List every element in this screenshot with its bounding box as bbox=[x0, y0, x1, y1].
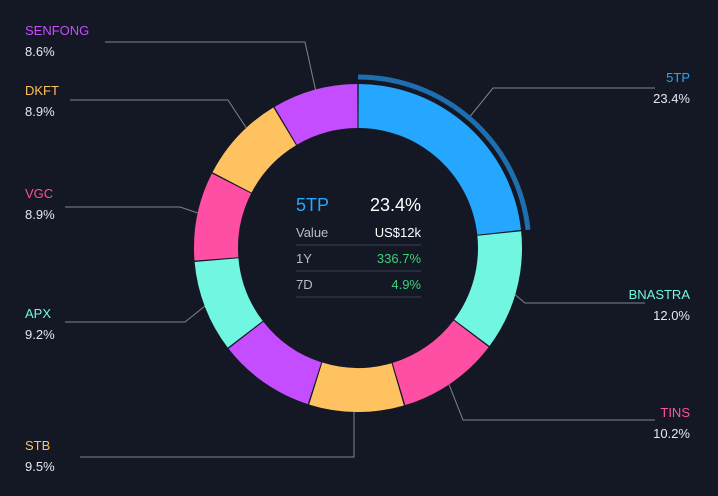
leader-line-5tp bbox=[467, 87, 655, 120]
leader-line-senfong bbox=[105, 41, 317, 93]
slice-dkft[interactable] bbox=[212, 107, 297, 193]
slice-labels: 5TP 23.4% BNASTRA 12.0% TINS 10.2% STB 9.5% APX 9… bbox=[25, 23, 690, 474]
slice-label-stb: STB bbox=[25, 438, 50, 453]
slice-value-tins: 10.2% bbox=[653, 426, 690, 441]
detail-row-label: 7D bbox=[296, 277, 313, 292]
leader-line-dkft bbox=[70, 99, 248, 130]
donut-slices bbox=[193, 74, 531, 412]
slice-senfong[interactable] bbox=[274, 84, 358, 145]
slice-stb[interactable] bbox=[309, 362, 404, 412]
slice-value-5tp: 23.4% bbox=[653, 91, 690, 106]
detail-row-label: Value bbox=[296, 225, 328, 240]
slice-label-bnastra: BNASTRA bbox=[629, 287, 691, 302]
slice-value-stb: 9.5% bbox=[25, 459, 55, 474]
slice-value-apx: 9.2% bbox=[25, 327, 55, 342]
detail-row-value: 4.9% bbox=[391, 277, 421, 292]
slice-label-senfong: SENFONG bbox=[25, 23, 89, 38]
slice-bnastra[interactable] bbox=[454, 231, 522, 346]
slice-apx[interactable] bbox=[194, 258, 263, 348]
slice-label-vgc: VGC bbox=[25, 186, 53, 201]
leader-line-apx bbox=[65, 301, 211, 323]
detail-panel: 5TP 23.4% Value US$12k 1Y 336.7% 7D 4.9% bbox=[296, 195, 422, 298]
leader-line-vgc bbox=[65, 206, 202, 215]
slice-label-apx: APX bbox=[25, 306, 51, 321]
selected-slice-highlight bbox=[357, 74, 531, 231]
leader-line-bnastra bbox=[511, 291, 645, 304]
detail-name: 5TP bbox=[296, 195, 329, 215]
leader-line-tins bbox=[440, 363, 655, 421]
slice-label-5tp: 5TP bbox=[666, 70, 690, 85]
detail-row-value: 336.7% bbox=[377, 251, 422, 266]
slice-5tp[interactable] bbox=[358, 84, 521, 235]
detail-percent: 23.4% bbox=[370, 195, 421, 215]
slice-label-dkft: DKFT bbox=[25, 83, 59, 98]
slice-value-dkft: 8.9% bbox=[25, 104, 55, 119]
slice-value-bnastra: 12.0% bbox=[653, 308, 690, 323]
slice-label-tins: TINS bbox=[660, 405, 690, 420]
slice-value-senfong: 8.6% bbox=[25, 44, 55, 59]
slice-value-vgc: 8.9% bbox=[25, 207, 55, 222]
leader-line-stb bbox=[80, 405, 355, 458]
slice-vgc[interactable] bbox=[193, 173, 252, 261]
slice-tins[interactable] bbox=[392, 320, 489, 406]
detail-row-label: 1Y bbox=[296, 251, 312, 266]
detail-row-value: US$12k bbox=[375, 225, 422, 240]
slice-unlabeled[interactable] bbox=[228, 321, 322, 405]
